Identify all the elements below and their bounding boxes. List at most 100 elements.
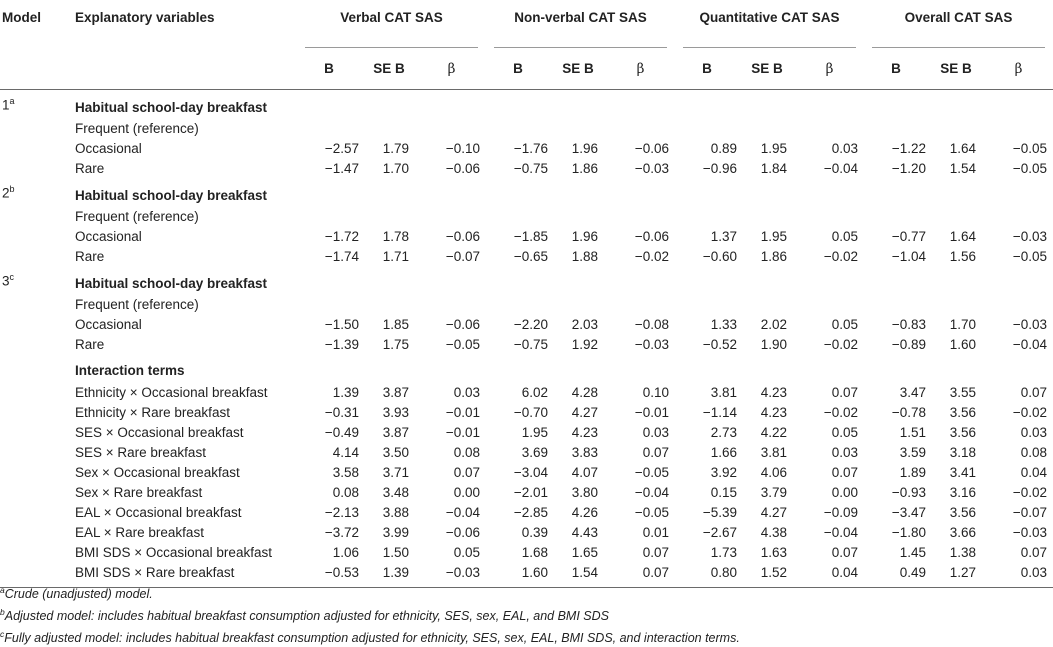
header-group-nonverbal: Non-verbal CAT SAS: [486, 0, 676, 48]
value-se: 1.75: [382, 336, 409, 352]
value-b: 0.08: [332, 484, 359, 500]
value-b: −1.04: [891, 248, 927, 264]
table-row: Sex × Occasional breakfast 3.58 3.71 0.07 −3…: [0, 462, 1053, 482]
model-heading: Habitual school-day breakfast: [75, 99, 268, 115]
value-beta: 0.01: [642, 524, 670, 540]
value-b: −0.49: [324, 424, 359, 440]
footnote: aCrude (unadjusted) model.: [0, 581, 740, 603]
table-row: EAL × Rare breakfast −3.72 3.99 −0.06 0.39 4.…: [0, 522, 1053, 542]
rule-cell: [0, 89, 1053, 90]
value-se: 1.39: [382, 564, 409, 580]
model-cell-empty: [0, 206, 71, 226]
table-body: 1a Habitual school-day breakfast Frequent …: [0, 89, 1053, 588]
value-beta: −0.05: [634, 464, 670, 480]
subheader-se: SE B: [562, 61, 594, 76]
subheader-beta: β: [825, 60, 834, 77]
value-beta: −0.05: [445, 336, 481, 352]
table-row: SES × Occasional breakfast −0.49 3.87 −0.01…: [0, 422, 1053, 442]
value-b: 1.37: [710, 228, 738, 244]
row-label: Ethnicity × Rare breakfast: [75, 404, 230, 420]
value-b: −2.57: [324, 140, 359, 156]
value-beta: −0.07: [1012, 504, 1048, 520]
value-se: 1.95: [760, 140, 788, 156]
header-var-spacer: [71, 48, 297, 90]
model-heading-row: 1a Habitual school-day breakfast: [0, 90, 1053, 118]
value-beta: 0.07: [642, 544, 670, 560]
value-se: 4.38: [760, 524, 788, 540]
header-explanatory-variables: Explanatory variables: [75, 10, 215, 25]
value-b: −1.85: [513, 228, 549, 244]
value-b: −1.76: [513, 140, 549, 156]
value-se: 4.27: [760, 504, 788, 520]
row-label: Occasional: [75, 316, 142, 332]
value-beta: −0.06: [445, 160, 481, 176]
value-b: 1.60: [521, 564, 549, 580]
model-label: 2b: [0, 178, 71, 206]
row-label: Rare: [75, 248, 105, 264]
value-b: −1.80: [891, 524, 927, 540]
reference-spacer: [297, 118, 1053, 138]
footnote-marker: b: [0, 607, 5, 618]
value-se: 4.27: [571, 404, 599, 420]
value-beta: 0.04: [831, 564, 859, 580]
table-row: BMI SDS × Rare breakfast −0.53 1.39 −0.03 1.…: [0, 562, 1053, 585]
value-beta: −0.01: [445, 424, 481, 440]
row-label: SES × Rare breakfast: [75, 444, 206, 460]
value-beta: −0.10: [445, 140, 481, 156]
value-se: 3.80: [571, 484, 599, 500]
value-b: −2.20: [513, 316, 549, 332]
value-b: 1.51: [899, 424, 927, 440]
value-se: 1.60: [949, 336, 977, 352]
value-se: 3.50: [382, 444, 409, 460]
model-cell-empty: [0, 334, 71, 354]
value-b: 0.49: [899, 564, 927, 580]
header-group-quantitative: Quantitative CAT SAS: [675, 0, 865, 48]
value-beta: −0.04: [823, 160, 859, 176]
model-heading-row: 2b Habitual school-day breakfast: [0, 178, 1053, 206]
value-b: −0.52: [702, 336, 738, 352]
subheader-b: B: [513, 61, 523, 76]
model-cell-empty: [0, 118, 71, 138]
value-se: 3.55: [949, 384, 977, 400]
value-beta: −0.06: [445, 316, 481, 332]
row-label: Sex × Rare breakfast: [75, 484, 203, 500]
value-beta: 0.07: [1020, 384, 1048, 400]
value-beta: −0.05: [1012, 140, 1048, 156]
value-b: −2.67: [702, 524, 738, 540]
value-beta: 0.04: [1020, 464, 1048, 480]
model-cell-empty: [0, 542, 71, 562]
value-se: 1.96: [571, 228, 599, 244]
value-se: 1.84: [760, 160, 788, 176]
value-beta: 0.05: [453, 544, 481, 560]
value-beta: 0.03: [831, 140, 859, 156]
heading-spacer: [297, 354, 1053, 382]
interaction-heading-row: Interaction terms: [0, 354, 1053, 382]
value-beta: 0.03: [1020, 564, 1048, 580]
value-b: 0.15: [710, 484, 738, 500]
value-b: −1.14: [702, 404, 738, 420]
value-b: 3.92: [710, 464, 738, 480]
value-se: 4.28: [571, 384, 599, 400]
heading-spacer: [297, 90, 1053, 118]
value-b: −0.31: [324, 404, 359, 420]
value-se: 1.70: [949, 316, 977, 332]
value-se: 3.83: [571, 444, 599, 460]
value-b: −1.39: [324, 336, 359, 352]
value-b: 3.58: [332, 464, 359, 480]
value-beta: −0.06: [634, 228, 670, 244]
value-se: 4.22: [760, 424, 788, 440]
subheader-b: B: [891, 61, 901, 76]
value-se: 1.27: [949, 564, 977, 580]
model-cell-empty: [0, 482, 71, 502]
row-label: Occasional: [75, 228, 142, 244]
value-beta: −0.02: [634, 248, 670, 264]
value-se: 1.90: [760, 336, 788, 352]
value-b: −1.50: [324, 316, 359, 332]
value-se: 1.64: [949, 228, 977, 244]
value-se: 1.86: [760, 248, 788, 264]
value-se: 3.71: [382, 464, 409, 480]
value-se: 1.56: [949, 248, 977, 264]
table-row: Rare −1.74 1.71 −0.07 −0.65 1.88 −0.02 −0.60 1.8…: [0, 246, 1053, 266]
value-se: 1.85: [382, 316, 409, 332]
value-se: 3.93: [382, 404, 409, 420]
